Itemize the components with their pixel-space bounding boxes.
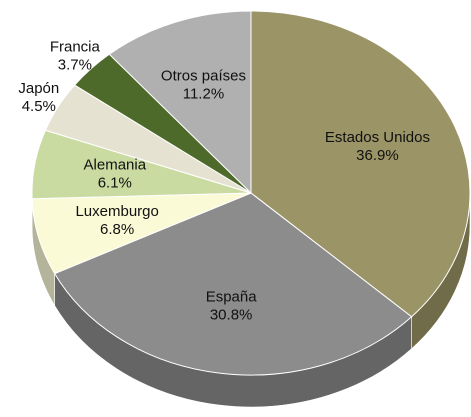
slice-value-label: 4.5%	[22, 98, 56, 115]
slice-value-label: 3.7%	[58, 56, 92, 73]
slice-value-label: 36.9%	[356, 147, 399, 164]
slice-label: Estados Unidos	[325, 129, 430, 146]
slice-value-label: 6.8%	[100, 221, 134, 238]
slice-label: Francia	[50, 38, 101, 55]
slice-value-label: 30.8%	[210, 306, 253, 323]
slice-label: Alemania	[84, 157, 147, 174]
slice	[108, 10, 252, 195]
slice-value-label: 6.1%	[98, 175, 132, 192]
slice-value-label: 11.2%	[183, 85, 224, 102]
slice-label: Japón	[18, 80, 59, 97]
slice-label: Otros países	[161, 67, 246, 84]
slice	[53, 192, 413, 376]
slice-label: Luxemburgo	[75, 203, 158, 220]
slice	[250, 10, 471, 318]
slice-label: España	[206, 288, 258, 305]
